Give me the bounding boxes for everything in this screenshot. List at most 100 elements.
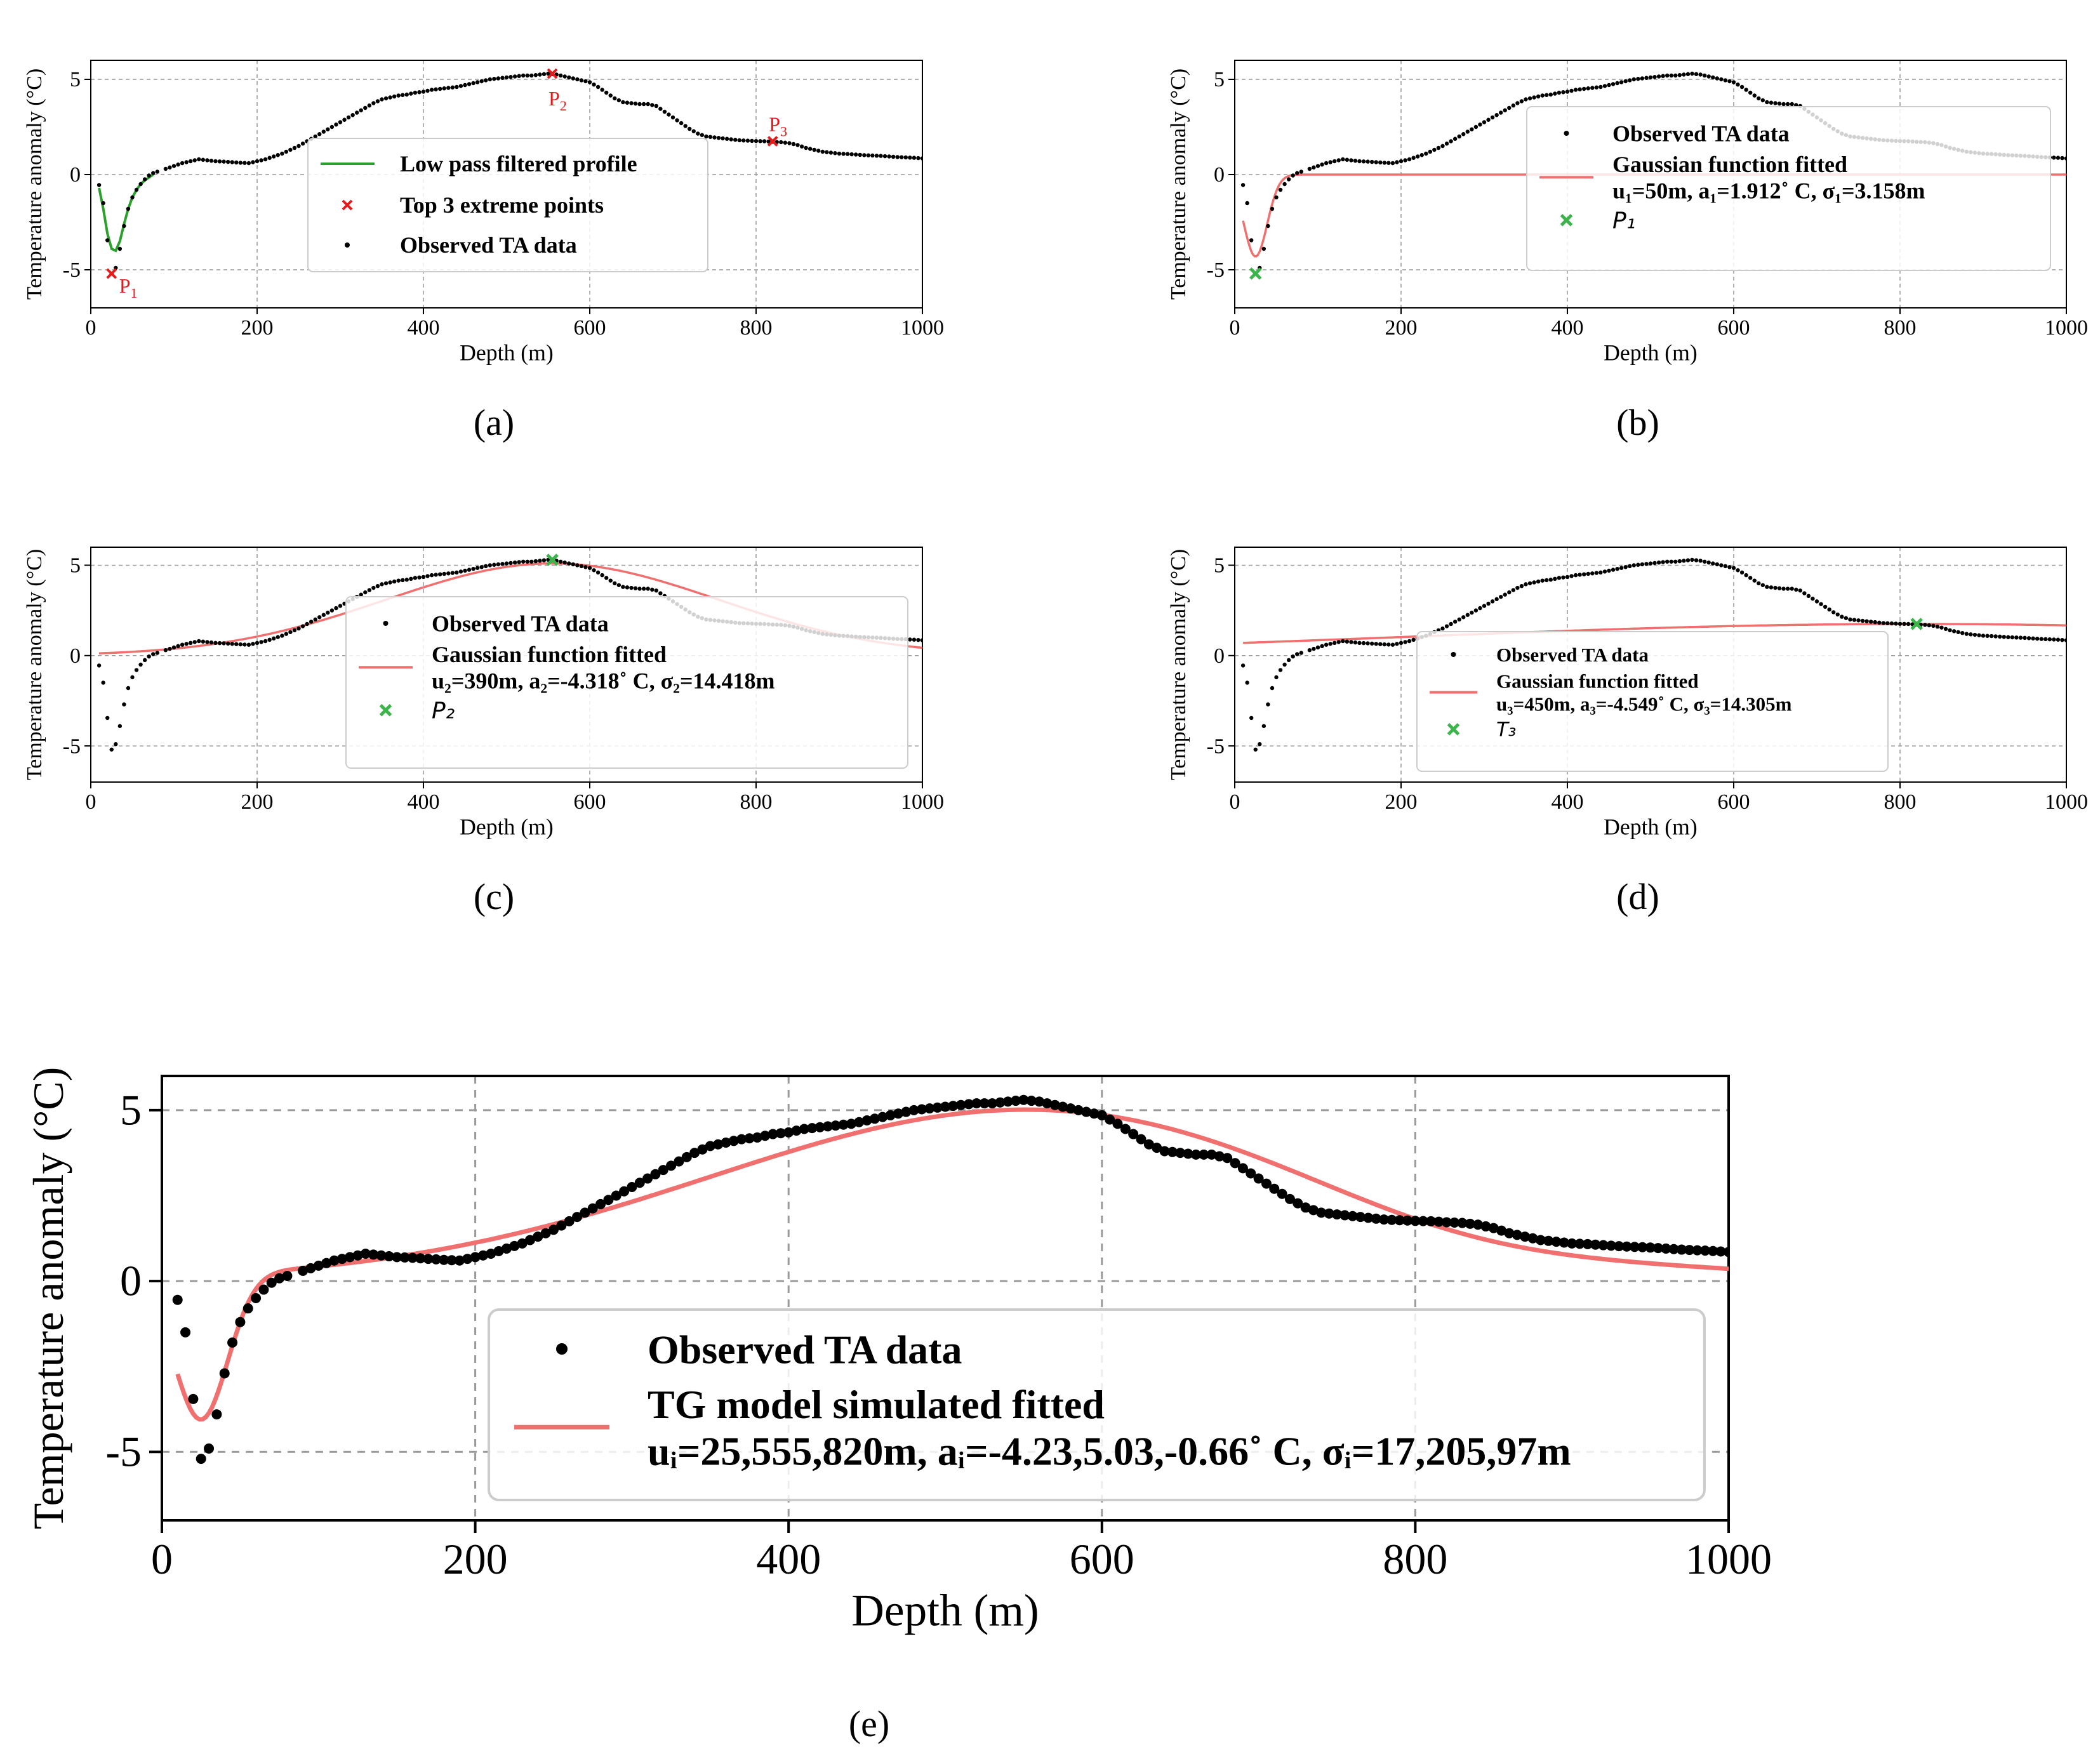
observed-point — [696, 131, 700, 136]
observed-point — [1781, 102, 1786, 107]
observed-point — [423, 1254, 434, 1264]
observed-point — [1457, 617, 1461, 622]
legend-swatch-dot — [1564, 131, 1569, 136]
observed-point — [775, 1128, 786, 1139]
observed-point — [467, 82, 472, 86]
observed-point — [1586, 571, 1590, 576]
observed-point — [517, 74, 521, 78]
observed-point — [1478, 123, 1482, 127]
observed-point — [267, 637, 272, 642]
x-tick-label: 0 — [86, 790, 96, 814]
legend-label: TG model simulated fitted — [648, 1382, 1105, 1427]
observed-point — [1214, 1151, 1225, 1162]
observed-point — [1065, 1103, 1076, 1114]
observed-point — [1951, 629, 1957, 634]
observed-point — [1731, 80, 1736, 84]
observed-point — [1719, 563, 1724, 568]
x-tick-label: 800 — [1383, 1535, 1447, 1583]
observed-point — [367, 588, 372, 592]
observed-point — [1128, 1129, 1139, 1139]
observed-point — [1403, 158, 1407, 163]
observed-point — [142, 177, 147, 182]
x-tick-label: 1000 — [901, 316, 944, 340]
observed-point — [1328, 642, 1332, 646]
observed-point — [1411, 637, 1416, 642]
observed-point — [658, 1165, 668, 1176]
observed-point — [1034, 1096, 1045, 1107]
observed-point — [1369, 159, 1374, 164]
observed-point — [1661, 1243, 1671, 1254]
observed-point — [1152, 1143, 1162, 1153]
observed-point — [595, 1198, 606, 1209]
legend-label: Observed TA data — [1496, 644, 1649, 666]
observed-point — [1665, 73, 1670, 78]
observed-point — [429, 88, 434, 92]
observed-point — [1736, 83, 1740, 87]
observed-point — [1574, 1238, 1585, 1249]
observed-point — [176, 163, 180, 167]
observed-point — [603, 1195, 614, 1205]
observed-point — [363, 105, 368, 110]
observed-point — [512, 560, 517, 565]
observed-point — [101, 201, 105, 206]
observed-point — [1723, 78, 1728, 83]
observed-point — [1943, 627, 1948, 631]
observed-point — [1345, 157, 1350, 162]
observed-point — [1245, 680, 1249, 685]
observed-point — [1026, 1096, 1037, 1106]
observed-point — [1282, 182, 1287, 187]
observed-point — [721, 1138, 731, 1148]
observed-point — [1324, 642, 1329, 647]
observed-point — [305, 1263, 316, 1273]
observed-point — [1245, 201, 1249, 206]
observed-point — [625, 100, 630, 105]
observed-point — [1465, 129, 1470, 134]
observed-point — [1769, 585, 1774, 590]
observed-point — [1652, 561, 1657, 566]
observed-point — [147, 654, 151, 659]
observed-point — [558, 559, 563, 564]
observed-point — [1494, 597, 1499, 602]
observed-point — [1366, 159, 1370, 164]
observed-point — [1261, 246, 1266, 251]
observed-point — [122, 223, 126, 229]
observed-point — [754, 139, 759, 143]
x-tick-label: 800 — [740, 790, 773, 814]
observed-point — [401, 578, 405, 583]
observed-point — [595, 84, 601, 90]
observed-point — [1629, 1242, 1640, 1252]
legend-swatch-dot — [1451, 652, 1456, 657]
observed-point — [1261, 1178, 1272, 1189]
observed-point — [2014, 635, 2019, 640]
observed-point — [276, 153, 280, 157]
observed-point — [1444, 142, 1449, 146]
extreme-point-label: P1 — [119, 274, 138, 301]
observed-point — [1353, 159, 1358, 163]
observed-point — [1457, 1218, 1468, 1228]
observed-point — [908, 1105, 919, 1115]
observed-point — [486, 1249, 496, 1259]
observed-point — [1699, 1245, 1710, 1256]
observed-point — [346, 115, 351, 120]
observed-point — [227, 1338, 238, 1348]
observed-point — [1708, 1245, 1718, 1256]
observed-point — [1286, 658, 1291, 663]
observed-point — [1553, 91, 1557, 96]
observed-point — [2044, 637, 2048, 642]
x-tick-label: 600 — [1070, 1535, 1134, 1583]
observed-point — [501, 1243, 512, 1254]
observed-point — [1073, 1105, 1084, 1115]
plot-area — [1240, 557, 2066, 752]
observed-point — [1395, 642, 1399, 646]
observed-point — [1607, 568, 1611, 573]
observed-point — [151, 652, 156, 656]
observed-point — [1486, 117, 1491, 122]
observed-point — [404, 92, 409, 97]
observed-point — [258, 1284, 269, 1295]
observed-point — [901, 1106, 912, 1117]
observed-point — [508, 75, 513, 79]
observed-point — [1336, 158, 1341, 163]
observed-point — [1765, 585, 1769, 589]
x-tick-label: 200 — [241, 790, 274, 814]
observed-point — [1748, 576, 1753, 580]
